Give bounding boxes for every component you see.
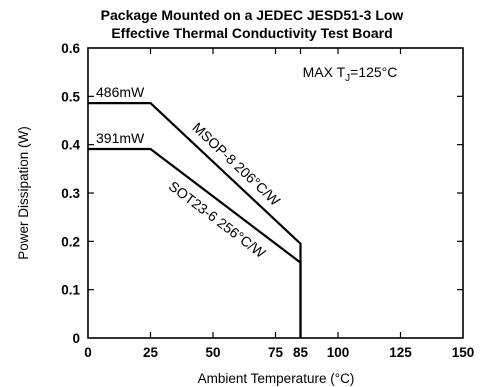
x-axis-title: Ambient Temperature (°C) xyxy=(198,371,355,386)
x-tick-label: 125 xyxy=(389,345,412,360)
chart-subtitle: Effective Thermal Conductivity Test Boar… xyxy=(111,25,392,41)
y-tick-label: 0.5 xyxy=(61,89,80,104)
y-axis-title: Power Dissipation (W) xyxy=(16,126,31,260)
max-tj-subscript: J xyxy=(345,73,350,84)
x-tick-label: 75 xyxy=(268,345,284,360)
y-tick-label: 0.6 xyxy=(61,41,80,56)
x-tick-label: 85 xyxy=(293,345,309,360)
y-tick-label: 0.3 xyxy=(61,186,80,201)
plateau-value-label: 391mW xyxy=(96,130,145,146)
series-lines xyxy=(88,101,302,338)
y-tick-label: 0.4 xyxy=(61,138,80,153)
x-tick-label: 150 xyxy=(452,345,475,360)
x-tick-label: 25 xyxy=(143,345,159,360)
x-tick-label: 100 xyxy=(327,345,350,360)
tick-marks xyxy=(88,48,463,338)
y-tick-label: 0 xyxy=(72,331,80,346)
tick-labels: 0 25 50 75 85 100 125 150 0 0.1 0.2 0.3 0.4 0.5 0.6 xyxy=(61,41,474,360)
series-line-sot23-6 xyxy=(88,147,302,338)
y-tick-label: 0.2 xyxy=(61,234,80,249)
max-tj-annotation: MAX TJ=125°C xyxy=(303,64,398,84)
chart-title: Package Mounted on a JEDEC JESD51-3 Low xyxy=(101,7,404,23)
x-tick-label: 0 xyxy=(84,345,92,360)
max-tj-suffix: =125°C xyxy=(350,64,397,80)
x-tick-label: 50 xyxy=(205,345,220,360)
series-name-label: MSOP-8 206°C/W xyxy=(189,119,283,209)
max-tj-prefix: MAX T xyxy=(303,64,346,80)
y-tick-label: 0.1 xyxy=(61,283,80,298)
plateau-value-label: 486mW xyxy=(96,84,145,100)
